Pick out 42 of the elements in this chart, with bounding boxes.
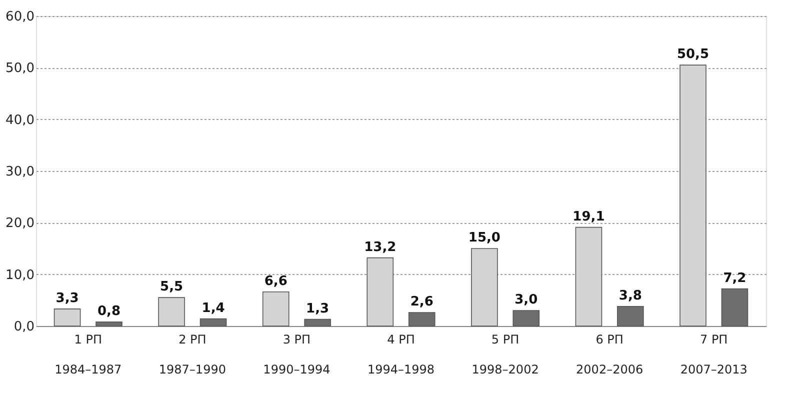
category-label: 2 РП 1987–1990 (158, 332, 226, 376)
bar (721, 288, 748, 326)
y-tick-label: 60,0 (6, 10, 34, 24)
data-label: 0,8 (97, 304, 121, 319)
data-label: 3,0 (514, 292, 538, 308)
data-label: 19,1 (572, 209, 605, 224)
bar (200, 318, 227, 326)
data-label: 5,5 (160, 280, 184, 295)
bar (512, 310, 540, 326)
data-label: 13,2 (364, 240, 396, 255)
bar (96, 321, 122, 326)
category-label: 5 РП 1998–2002 (472, 332, 539, 376)
y-tick-label: 40,0 (6, 112, 34, 128)
bar (366, 257, 394, 326)
bar (680, 64, 706, 326)
data-label: 3,8 (618, 288, 642, 304)
y-tick-label: 10,0 (6, 268, 34, 283)
data-label: 15,0 (468, 230, 500, 246)
bar (575, 226, 602, 326)
category-label: 3 РП 1990–1994 (263, 332, 330, 376)
data-label: 1,4 (202, 300, 225, 316)
data-label: 3,3 (56, 290, 79, 306)
bar (304, 318, 331, 326)
bar (617, 306, 644, 326)
bar (408, 312, 436, 326)
y-tick-label: 50,0 (6, 61, 34, 76)
data-label: 1,3 (306, 301, 330, 316)
bar (54, 308, 81, 326)
y-tick-label: 30,0 (6, 164, 34, 180)
category-label: 1 РП 1984–1987 (54, 332, 122, 376)
category-label: 7 РП 2007–2013 (680, 332, 748, 376)
data-label: 2,6 (410, 294, 434, 310)
bar (158, 297, 185, 326)
y-tick-label: 20,0 (6, 216, 34, 232)
data-label: 6,6 (264, 274, 288, 289)
data-label: 7,2 (723, 270, 746, 286)
data-label: 50,5 (676, 47, 710, 62)
y-tick-label: 0,0 (14, 320, 34, 334)
category-label: 4 РП 1994–1998 (367, 332, 435, 376)
bar (471, 248, 498, 326)
bar (262, 292, 290, 326)
category-label: 6 РП 2002–2006 (576, 332, 644, 376)
